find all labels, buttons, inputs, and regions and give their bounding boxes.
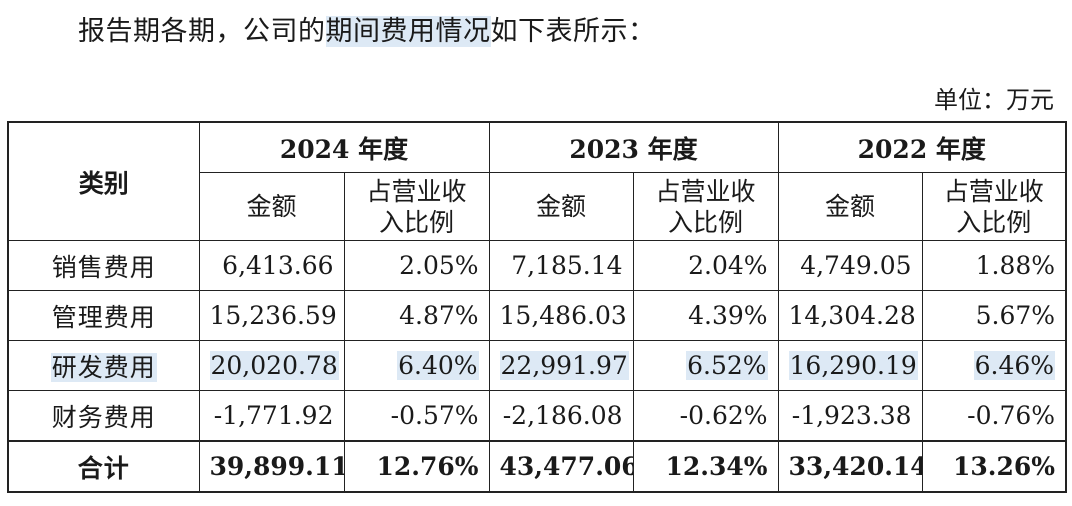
table-row-finance: 财务费用 -1,771.92 -0.57% -2,186.08 -0.62% -… — [7, 390, 1067, 442]
table-cell: -0.62% — [632, 390, 779, 442]
table-cell: 4.39% — [632, 290, 779, 341]
table-cell: 6.46% — [921, 340, 1067, 391]
header-row-years: 类别 2024 年度 2023 年度 2022 年度 — [7, 121, 1067, 241]
category-header: 类别 — [7, 121, 200, 241]
table-cell: 39,899.11 — [198, 440, 345, 493]
table-cell: 6,413.66 — [198, 240, 345, 291]
row-label: 合计 — [7, 440, 200, 493]
table-row-total: 合计 39,899.11 12.76% 43,477.06 12.34% 33,… — [7, 440, 1067, 493]
table-cell: 12.34% — [632, 440, 779, 493]
row-label: 管理费用 — [7, 290, 200, 341]
intro-text-2: 如下表所示： — [490, 16, 656, 47]
unit-label: 单位：万元 — [934, 86, 1054, 114]
amount-header: 金额 — [777, 172, 923, 241]
table-cell: 4.87% — [343, 290, 490, 341]
table-cell: -1,771.92 — [198, 390, 345, 442]
table-cell: -0.57% — [343, 390, 490, 442]
ratio-header: 占营业收 入比例 — [343, 172, 490, 241]
table-cell: -0.76% — [921, 390, 1067, 442]
intro-highlight: 期间费用情况 — [325, 16, 491, 47]
table-cell: 14,304.28 — [777, 290, 923, 341]
table-cell: -1,923.38 — [777, 390, 923, 442]
table-cell: 16,290.19 — [777, 340, 923, 391]
table-cell: 12.76% — [343, 440, 490, 493]
table-cell: -2,186.08 — [488, 390, 634, 442]
header-row-subheaders: 金额 占营业收 入比例 金额 占营业收 入比例 金额 占营业收 入比例 — [8, 172, 1067, 241]
amount-header: 金额 — [198, 172, 345, 241]
table-cell: 2.04% — [632, 240, 779, 291]
ratio-header: 占营业收 入比例 — [921, 172, 1067, 241]
table-row-admin: 管理费用 15,236.59 4.87% 15,486.03 4.39% 14,… — [7, 290, 1067, 341]
table-cell: 4,749.05 — [777, 240, 923, 291]
table-cell: 13.26% — [921, 440, 1067, 493]
year-header-2022: 2022 年度 — [777, 121, 1067, 173]
table-cell: 7,185.14 — [488, 240, 634, 291]
row-label: 财务费用 — [7, 390, 200, 442]
year-header-2024: 2024 年度 — [198, 121, 490, 173]
expense-table: 类别 2024 年度 2023 年度 2022 年度 金额 占营业收 入比例 金额… — [7, 121, 1068, 493]
amount-header: 金额 — [488, 172, 634, 241]
table-cell: 2.05% — [343, 240, 490, 291]
intro-text-1: 报告期各期，公司的 — [78, 16, 326, 47]
table-cell: 20,020.78 — [198, 340, 345, 391]
table-cell: 6.40% — [343, 340, 490, 391]
table-cell: 5.67% — [921, 290, 1067, 341]
table-cell: 43,477.06 — [488, 440, 634, 493]
table-cell: 6.52% — [632, 340, 779, 391]
table-cell: 22,991.97 — [488, 340, 634, 391]
table-cell: 33,420.14 — [777, 440, 923, 493]
table-row-selling: 销售费用 6,413.66 2.05% 7,185.14 2.04% 4,749… — [7, 240, 1067, 291]
row-label: 研发费用 — [7, 340, 200, 391]
intro-sentence: 报告期各期，公司的期间费用情况如下表所示： — [78, 10, 656, 54]
table-cell: 1.88% — [921, 240, 1067, 291]
table-row-rnd: 研发费用 20,020.78 6.40% 22,991.97 6.52% 16,… — [7, 340, 1067, 391]
row-label: 销售费用 — [7, 240, 200, 291]
ratio-header: 占营业收 入比例 — [632, 172, 779, 241]
table-cell: 15,236.59 — [198, 290, 345, 341]
table-cell: 15,486.03 — [488, 290, 634, 341]
year-header-2023: 2023 年度 — [488, 121, 779, 173]
